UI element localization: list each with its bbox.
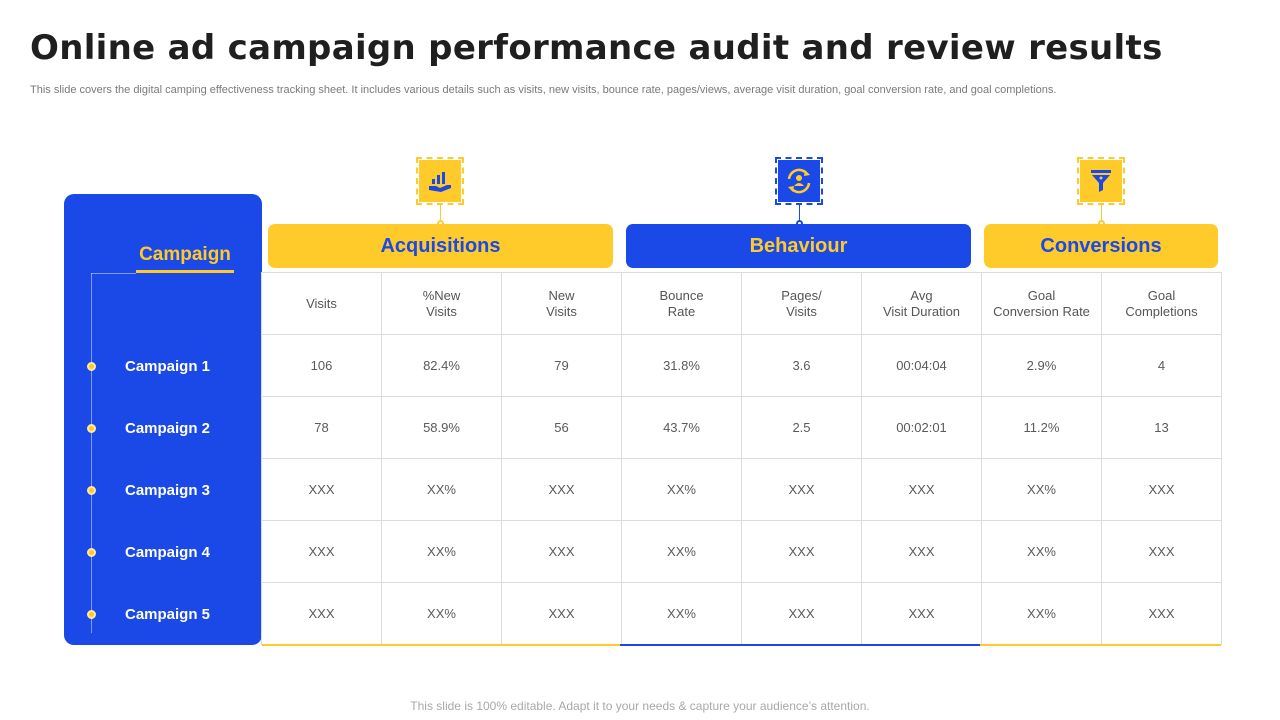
metrics-table: Visits %New Visits New Visits Bounce Rat… xyxy=(261,272,1222,645)
table-cell: XXX xyxy=(262,583,382,645)
table-cell: XXX xyxy=(502,459,622,521)
campaign-3-label: Campaign 3 xyxy=(125,482,211,499)
table-cell: 31.8% xyxy=(622,335,742,397)
campaign-4-marker xyxy=(87,548,96,557)
footer-note: This slide is 100% editable. Adapt it to… xyxy=(410,699,870,713)
timeline-line xyxy=(91,273,92,633)
table-cell: 43.7% xyxy=(622,397,742,459)
conversions-icon-box xyxy=(1077,157,1125,205)
table-cell: XX% xyxy=(622,583,742,645)
table-cell: XXX xyxy=(502,521,622,583)
table-cell: XX% xyxy=(982,583,1102,645)
column-header: Goal Conversion Rate xyxy=(982,273,1102,335)
campaign-5-label: Campaign 5 xyxy=(125,606,211,623)
conversions-header: Conversions xyxy=(984,224,1218,268)
table-cell: XX% xyxy=(622,521,742,583)
acquisitions-icon-box xyxy=(416,157,464,205)
behaviour-icon-box xyxy=(775,157,823,205)
acquisitions-header: Acquisitions xyxy=(268,224,613,268)
table-cell: XXX xyxy=(262,459,382,521)
conversions-connector xyxy=(1101,205,1102,224)
table-cell: XX% xyxy=(382,459,502,521)
table-cell: XX% xyxy=(382,583,502,645)
table-cell: XXX xyxy=(262,521,382,583)
table-cell: XXX xyxy=(742,583,862,645)
table-cell: XX% xyxy=(382,521,502,583)
table-cell: 4 xyxy=(1102,335,1222,397)
behaviour-header: Behaviour xyxy=(626,224,971,268)
table-cell: 2.9% xyxy=(982,335,1102,397)
campaign-1-marker xyxy=(87,362,96,371)
user-cycle-icon xyxy=(787,168,811,194)
table-cell: 00:02:01 xyxy=(862,397,982,459)
table-cell: 3.6 xyxy=(742,335,862,397)
table-cell: 11.2% xyxy=(982,397,1102,459)
table-cell: 00:04:04 xyxy=(862,335,982,397)
acquisitions-underline xyxy=(262,644,620,646)
funnel-icon xyxy=(1091,170,1111,192)
table-cell: XX% xyxy=(622,459,742,521)
campaign-heading: Campaign xyxy=(136,243,234,273)
timeline-connector xyxy=(91,273,136,274)
table-cell: XX% xyxy=(982,521,1102,583)
table-cell: 82.4% xyxy=(382,335,502,397)
column-header: Pages/ Visits xyxy=(742,273,862,335)
column-header: Bounce Rate xyxy=(622,273,742,335)
table-cell: XXX xyxy=(1102,583,1222,645)
behaviour-connector xyxy=(799,205,800,224)
chart-hand-icon xyxy=(429,172,451,192)
column-header: %New Visits xyxy=(382,273,502,335)
conversions-underline xyxy=(980,644,1221,646)
behaviour-underline xyxy=(620,644,980,646)
campaign-panel xyxy=(64,194,262,645)
table-cell: XX% xyxy=(982,459,1102,521)
campaign-2-label: Campaign 2 xyxy=(125,420,211,437)
table-cell: 2.5 xyxy=(742,397,862,459)
table-cell: XXX xyxy=(862,583,982,645)
column-header: Visits xyxy=(262,273,382,335)
table-cell: XXX xyxy=(1102,459,1222,521)
campaign-3-marker xyxy=(87,486,96,495)
table-cell: XXX xyxy=(742,459,862,521)
page-title: Online ad campaign performance audit and… xyxy=(30,28,1163,68)
table-cell: XXX xyxy=(742,521,862,583)
column-header: Goal Completions xyxy=(1102,273,1222,335)
table-cell: 58.9% xyxy=(382,397,502,459)
campaign-4-label: Campaign 4 xyxy=(125,544,211,561)
column-header: Avg Visit Duration xyxy=(862,273,982,335)
table-cell: 56 xyxy=(502,397,622,459)
page-subtitle: This slide covers the digital camping ef… xyxy=(30,84,1057,96)
table-cell: 79 xyxy=(502,335,622,397)
table-cell: XXX xyxy=(502,583,622,645)
campaign-5-marker xyxy=(87,610,96,619)
column-header: New Visits xyxy=(502,273,622,335)
table-cell: 13 xyxy=(1102,397,1222,459)
table-cell: 78 xyxy=(262,397,382,459)
campaign-1-label: Campaign 1 xyxy=(125,358,211,375)
table-cell: 106 xyxy=(262,335,382,397)
table-cell: XXX xyxy=(862,459,982,521)
table-cell: XXX xyxy=(862,521,982,583)
table-cell: XXX xyxy=(1102,521,1222,583)
acquisitions-connector xyxy=(440,205,441,224)
campaign-2-marker xyxy=(87,424,96,433)
